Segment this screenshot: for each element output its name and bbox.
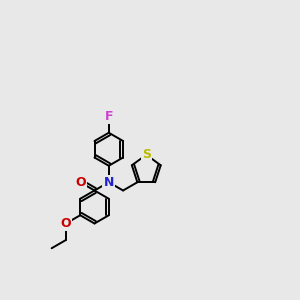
- Text: O: O: [75, 176, 86, 189]
- Text: N: N: [103, 176, 114, 189]
- Text: S: S: [142, 148, 151, 161]
- Text: O: O: [61, 217, 71, 230]
- Text: F: F: [104, 110, 113, 123]
